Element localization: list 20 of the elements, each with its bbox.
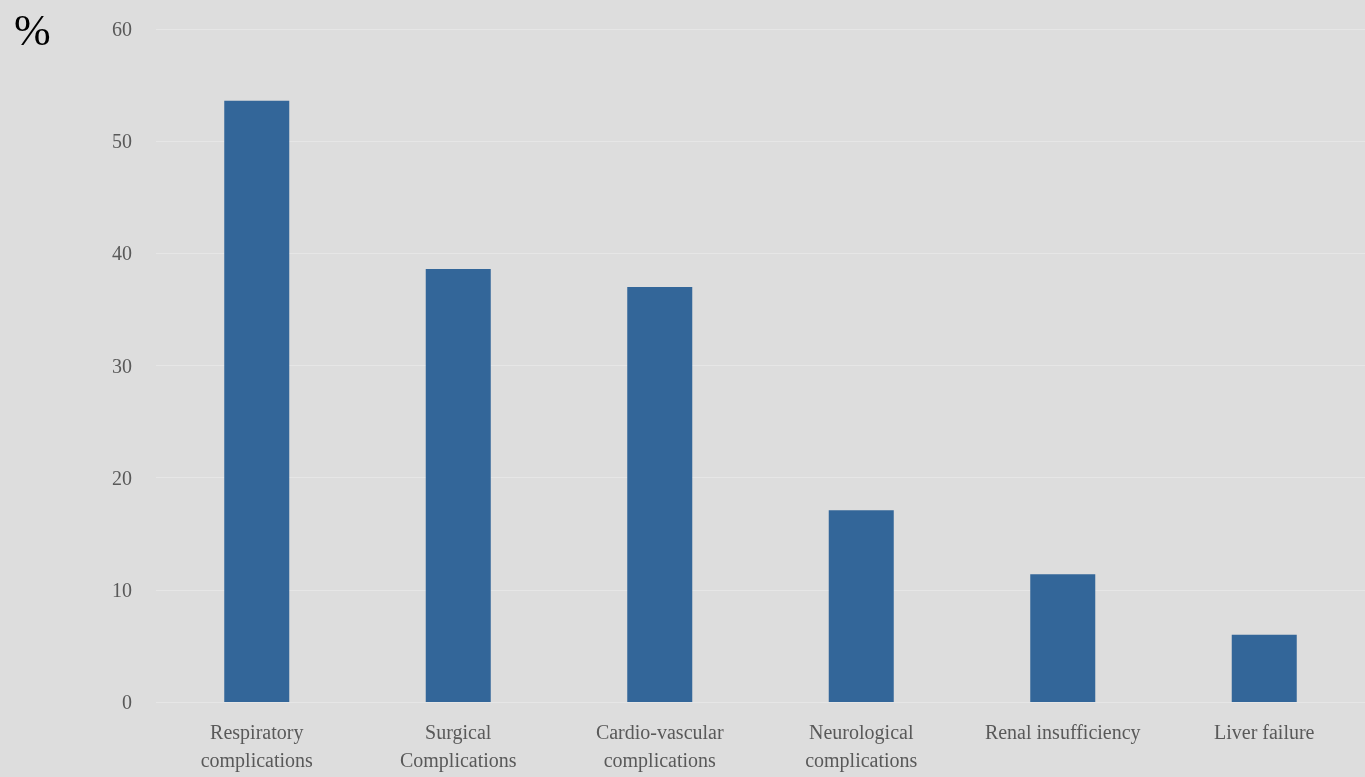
x-tick-label: Renal insufficiency (984, 721, 1141, 744)
x-tick-label: Surgical Complications (399, 721, 517, 772)
bar (425, 269, 491, 702)
y-tick-label: 50 (112, 130, 132, 153)
bar (1030, 574, 1096, 702)
bar (1231, 634, 1297, 702)
y-tick-label: 30 (112, 354, 132, 377)
y-tick-label: 60 (112, 18, 132, 40)
x-tick-label: Cardio-vascular complications (595, 721, 724, 772)
x-tick-label: Respiratory complications (200, 721, 314, 772)
y-tick-label: 40 (112, 242, 132, 265)
y-axis-title: % (14, 5, 51, 55)
x-tick-label: Neurological complications (805, 721, 918, 772)
bar (224, 100, 290, 702)
bar (828, 510, 894, 702)
y-tick-label: 0 (122, 691, 132, 713)
x-tick-label: Liver failure (1214, 721, 1315, 743)
bar (627, 286, 693, 702)
y-tick-label: 10 (112, 578, 132, 601)
y-tick-label: 20 (112, 466, 132, 489)
